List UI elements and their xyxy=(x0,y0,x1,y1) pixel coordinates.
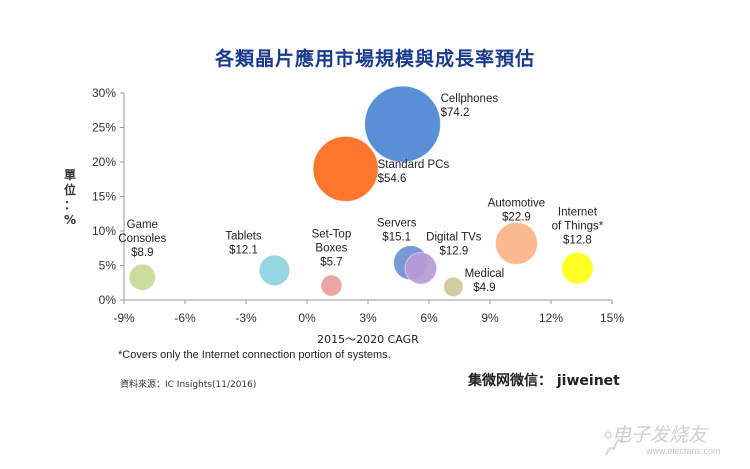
bubble xyxy=(258,254,291,287)
y-tick-label: 10% xyxy=(92,224,116,238)
x-tick-label: 12% xyxy=(539,311,563,325)
y-tick-label: 5% xyxy=(99,259,117,273)
data-label: $15.1 xyxy=(382,232,411,244)
watermark-logo-icon xyxy=(604,431,623,456)
y-axis-label-char: 單 xyxy=(63,168,76,182)
data-label: $5.7 xyxy=(320,257,342,269)
x-tick-label: 3% xyxy=(359,311,377,325)
bubble xyxy=(443,276,464,298)
bubble xyxy=(561,252,594,285)
data-label: $54.6 xyxy=(378,173,407,185)
y-tick-label: 25% xyxy=(92,121,116,135)
footnote: *Covers only the Internet connection por… xyxy=(118,349,391,361)
data-label: Automotive xyxy=(488,197,546,209)
data-label: $4.9 xyxy=(473,282,495,294)
y-axis-label: 單 位 ： % xyxy=(62,168,78,228)
data-label: Consoles xyxy=(118,233,166,245)
data-label: $12.8 xyxy=(563,234,592,246)
y-tick-label: 15% xyxy=(92,190,116,204)
data-label: Boxes xyxy=(315,243,347,255)
y-tick-label: 30% xyxy=(92,86,116,100)
data-label: Set-Top xyxy=(312,229,352,241)
data-label: $8.9 xyxy=(131,247,153,259)
data-label: Game xyxy=(127,219,158,231)
bubble xyxy=(494,221,538,265)
x-tick-label: 0% xyxy=(298,311,316,325)
data-label: $74.2 xyxy=(441,107,470,119)
data-label: Tablets xyxy=(225,230,262,242)
wechat-credit: 集微网微信： jiweinet xyxy=(468,373,620,389)
y-axis-label-char: % xyxy=(63,213,77,227)
watermark-url: www.elecfans.com xyxy=(646,446,721,456)
data-label: $12.9 xyxy=(439,245,468,257)
x-tick-label: 6% xyxy=(420,311,438,325)
source-note: 資料來源：IC Insights(11/2016) xyxy=(120,380,257,390)
data-label: $12.1 xyxy=(229,244,258,256)
data-label: Servers xyxy=(377,218,417,230)
bubble xyxy=(312,135,379,202)
data-label: Internet xyxy=(558,206,598,218)
y-tick-label: 0% xyxy=(99,293,117,307)
x-tick-label: -6% xyxy=(174,311,196,325)
x-tick-label: -9% xyxy=(113,311,135,325)
bubble xyxy=(128,263,156,291)
chart-title: 各類晶片應用市場規模與成長率預估 xyxy=(214,48,535,70)
y-axis-label-char: 位 xyxy=(63,183,76,197)
y-axis-label-char: ： xyxy=(63,198,76,212)
data-label: Medical xyxy=(465,268,505,280)
data-label: Digital TVs xyxy=(426,231,482,243)
bubble xyxy=(320,274,343,297)
data-label: Standard PCs xyxy=(378,159,450,171)
data-label: of Things* xyxy=(552,220,604,232)
data-label: $22.9 xyxy=(502,211,531,223)
x-tick-label: -3% xyxy=(235,311,257,325)
x-tick-label: 15% xyxy=(600,311,624,325)
data-label: Cellphones xyxy=(441,93,499,105)
watermark-text: 电子发烧友 xyxy=(612,424,708,446)
y-tick-label: 20% xyxy=(92,155,116,169)
bubble xyxy=(404,251,438,285)
bubble xyxy=(364,85,441,163)
x-tick-label: 9% xyxy=(481,311,499,325)
x-axis-label: 2015～2020 CAGR xyxy=(317,333,419,346)
